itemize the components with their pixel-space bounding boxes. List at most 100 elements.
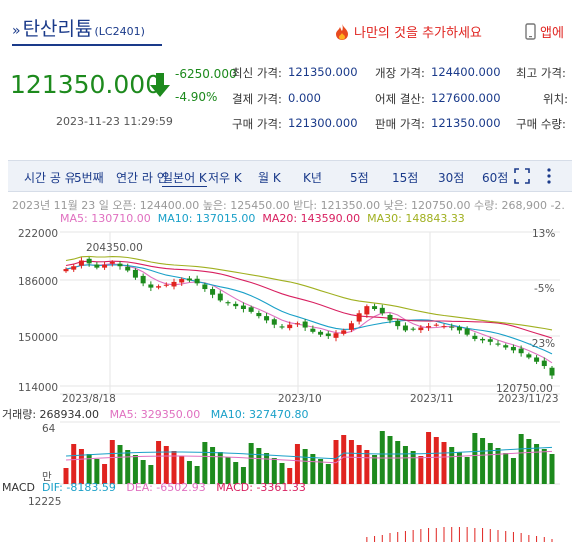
x-tick-label: 2023/10: [278, 393, 322, 405]
field-value: 121350.000: [288, 65, 358, 79]
ma30-legend: MA30: 148843.33: [367, 212, 465, 225]
volume-bar: [63, 468, 69, 484]
volume-bar: [125, 450, 131, 484]
y-tick-label: 186000: [18, 276, 58, 288]
candle-body: [387, 314, 393, 321]
ma20-legend: MA20: 143590.00: [262, 212, 361, 225]
volume-bar: [233, 462, 239, 484]
flame-icon: [336, 24, 348, 40]
candle-body: [217, 293, 223, 301]
last-price: 121350.000: [10, 70, 162, 99]
volume-bar: [140, 460, 146, 484]
candle-body: [518, 348, 524, 354]
x-tick-label: 2023/8/18: [62, 393, 116, 405]
volume-header: 거래량: 268934.00 MA5: 329350.00 MA10: 3274…: [2, 406, 308, 422]
volume-ma5: MA5: 329350.00: [109, 408, 201, 421]
pct-tick-label: -23%: [528, 338, 555, 350]
field-value: 121300.000: [288, 116, 358, 130]
tab-5day[interactable]: 5번째: [74, 171, 104, 185]
volume-bar: [102, 464, 108, 484]
candle-body: [356, 313, 362, 322]
tab-annual[interactable]: 연간 라 인: [116, 171, 168, 185]
candle-body: [233, 303, 239, 307]
y-tick-label: 150000: [18, 332, 58, 344]
tab-5min[interactable]: 5점: [350, 171, 369, 185]
candle-body: [294, 323, 300, 325]
volume-bar: [86, 454, 92, 484]
ma-legend: MA5: 130710.00 MA10: 137015.00 MA20: 143…: [60, 212, 465, 225]
candle-body: [364, 306, 370, 315]
candle-body: [426, 326, 432, 328]
candle-body: [163, 284, 169, 286]
volume-bar: [94, 459, 100, 484]
candle-body: [310, 328, 316, 332]
tab-30min[interactable]: 30점: [438, 171, 465, 185]
volume-bar: [541, 449, 547, 484]
candle-body: [341, 330, 347, 334]
field-value: 121350.000: [431, 116, 501, 130]
volume-bar: [117, 445, 123, 484]
candles: [63, 257, 555, 379]
volume-bar: [71, 444, 77, 484]
tab-daily-k[interactable]: 일본어 K: [162, 171, 207, 187]
volume-bar: [503, 453, 509, 484]
quote-timestamp: 2023-11-23 11:29:59: [56, 115, 173, 128]
macd-dea: DEA: -6502.93: [126, 481, 206, 494]
phone-icon: [525, 23, 536, 40]
field-label: 개장 가격:: [375, 66, 425, 80]
field-label: 구매 수량:: [516, 117, 566, 131]
volume-bar: [132, 455, 138, 484]
add-favorite-label: 나만의 것을 추가하세요: [354, 26, 482, 41]
candle-body: [78, 260, 84, 266]
tab-yearly-k[interactable]: K년: [303, 171, 322, 185]
candle-body: [318, 331, 324, 335]
macd-scale-label: 12225: [28, 496, 61, 508]
candle-body: [109, 261, 115, 264]
volume-bar: [256, 448, 262, 484]
volume-bar: [387, 436, 393, 484]
volume-bar: [163, 446, 169, 484]
app-label: 앱에: [540, 26, 564, 41]
more-vertical-icon[interactable]: [546, 167, 552, 185]
candle-body: [202, 284, 208, 290]
volume-bar: [217, 452, 223, 484]
field-value: 127600.000: [431, 91, 501, 105]
candle-body: [410, 328, 416, 330]
y-tick-label: 114000: [18, 382, 58, 394]
volume-bar: [526, 439, 532, 484]
add-favorite-link[interactable]: 나만의 것을 추가하세요: [334, 22, 482, 41]
candle-body: [71, 266, 77, 270]
volume-bar: [364, 450, 370, 484]
volume-bar: [287, 468, 293, 484]
macd-label: MACD: [2, 481, 35, 494]
volume-bar: [171, 451, 177, 484]
volume-bar: [395, 441, 401, 484]
tab-timeshare[interactable]: 시간 공 유: [24, 171, 76, 185]
tab-60min[interactable]: 60점: [482, 171, 509, 185]
volume-bar: [441, 442, 447, 484]
app-link[interactable]: 앱에: [525, 22, 564, 41]
candle-body: [279, 326, 285, 328]
ma5-legend: MA5: 130710.00: [60, 212, 151, 225]
candle-body: [549, 367, 555, 376]
title-arrow: »: [12, 23, 21, 39]
candle-body: [63, 269, 69, 272]
volume-bar: [464, 457, 470, 484]
tab-monthly-k[interactable]: 월 K: [258, 171, 281, 185]
ma10-line: [65, 264, 553, 355]
volume-bar: [186, 461, 192, 484]
tab-weekly-k[interactable]: 저우 K: [208, 171, 242, 185]
fullscreen-icon[interactable]: [514, 168, 530, 184]
candle-body: [348, 323, 354, 330]
volume-bar: [194, 466, 200, 484]
candle-body: [287, 324, 293, 329]
volume-bar: [449, 447, 455, 484]
kline-chart[interactable]: 222000 186000 150000 114000 13% -5% -23%…: [0, 222, 572, 543]
candle-body: [395, 320, 401, 327]
tab-15min[interactable]: 15점: [392, 171, 419, 185]
volume-bar: [495, 448, 501, 484]
volume-tick-label: 만: [42, 471, 52, 483]
instrument-code: (LC2401): [94, 25, 145, 38]
candle-body: [225, 302, 231, 304]
candle-body: [379, 307, 385, 314]
